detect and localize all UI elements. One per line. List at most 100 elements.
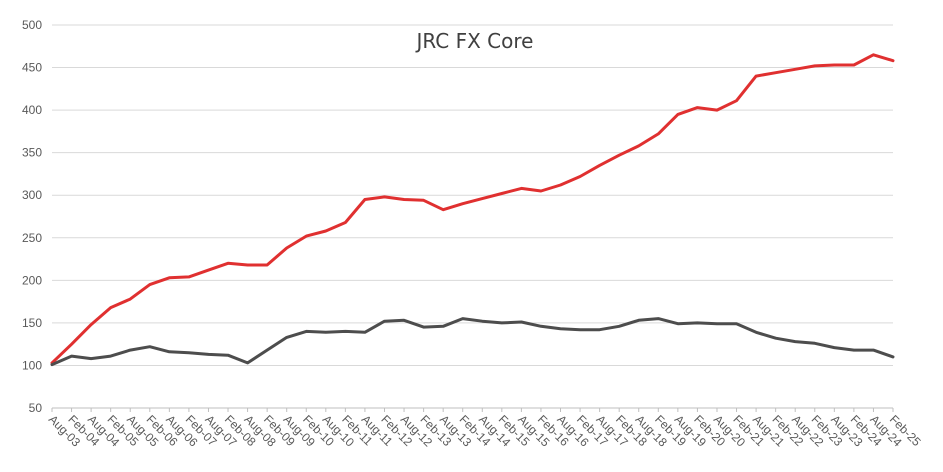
data-point <box>716 323 718 325</box>
data-point <box>618 154 620 156</box>
data-point <box>383 196 385 198</box>
data-point <box>892 60 894 62</box>
data-point <box>618 325 620 327</box>
data-point <box>501 322 503 324</box>
data-point <box>403 319 405 321</box>
data-point <box>286 247 288 249</box>
data-point <box>149 346 151 348</box>
data-point <box>716 109 718 111</box>
data-point <box>227 262 229 264</box>
data-point <box>560 328 562 330</box>
data-point <box>540 325 542 327</box>
data-point <box>579 175 581 177</box>
data-point <box>188 352 190 354</box>
data-point <box>247 264 249 266</box>
data-point <box>775 337 777 339</box>
data-point <box>442 209 444 211</box>
data-point <box>110 307 112 309</box>
data-point <box>344 221 346 223</box>
data-point <box>90 324 92 326</box>
data-point <box>599 164 601 166</box>
data-point <box>696 322 698 324</box>
data-point <box>892 356 894 358</box>
data-point <box>736 323 738 325</box>
data-point <box>540 190 542 192</box>
y-tick-label: 100 <box>22 358 42 372</box>
data-point <box>423 326 425 328</box>
chart-title: JRC FX Core <box>415 29 534 53</box>
data-point <box>442 325 444 327</box>
data-point <box>364 198 366 200</box>
data-point <box>207 353 209 355</box>
data-point <box>168 277 170 279</box>
data-point <box>736 100 738 102</box>
y-tick-label: 150 <box>22 316 42 330</box>
y-tick-label: 350 <box>22 146 42 160</box>
data-point <box>677 323 679 325</box>
data-point <box>481 320 483 322</box>
data-point <box>755 331 757 333</box>
data-point <box>638 319 640 321</box>
data-point <box>188 276 190 278</box>
data-point <box>227 354 229 356</box>
data-point <box>579 329 581 331</box>
data-point <box>794 68 796 70</box>
data-point <box>344 330 346 332</box>
data-point <box>462 318 464 320</box>
data-point <box>794 341 796 343</box>
series-line-1 <box>50 53 895 365</box>
data-point <box>325 331 327 333</box>
series-line-2 <box>50 317 895 367</box>
data-point <box>814 65 816 67</box>
y-tick-label: 500 <box>22 18 42 32</box>
data-point <box>383 320 385 322</box>
data-point <box>305 330 307 332</box>
data-point <box>755 75 757 77</box>
data-point <box>520 321 522 323</box>
data-point <box>286 336 288 338</box>
data-point <box>325 230 327 232</box>
gridlines <box>52 24 893 366</box>
data-point <box>696 107 698 109</box>
data-point <box>677 113 679 115</box>
data-point <box>481 198 483 200</box>
data-point <box>423 199 425 201</box>
data-point <box>51 364 53 366</box>
data-point <box>207 269 209 271</box>
data-point <box>657 133 659 135</box>
data-point <box>501 193 503 195</box>
data-point <box>168 351 170 353</box>
data-point <box>833 64 835 66</box>
data-point <box>364 331 366 333</box>
data-point <box>266 349 268 351</box>
data-point <box>266 264 268 266</box>
y-tick-label: 300 <box>22 188 42 202</box>
series-lines <box>50 53 895 367</box>
axes: 50100150200250300350400450500Aug-03Feb-0… <box>22 18 924 450</box>
y-tick-label: 400 <box>22 103 42 117</box>
data-point <box>853 64 855 66</box>
data-point <box>71 343 73 345</box>
y-tick-label: 450 <box>22 61 42 75</box>
data-point <box>110 355 112 357</box>
y-tick-label: 50 <box>29 401 43 415</box>
data-point <box>520 187 522 189</box>
data-point <box>560 184 562 186</box>
data-point <box>657 318 659 320</box>
data-point <box>599 329 601 331</box>
data-point <box>462 203 464 205</box>
data-point <box>305 235 307 237</box>
data-point <box>833 347 835 349</box>
data-point <box>775 72 777 74</box>
y-tick-label: 250 <box>22 231 42 245</box>
data-point <box>129 349 131 351</box>
data-point <box>149 284 151 286</box>
data-point <box>872 54 874 56</box>
data-point <box>71 355 73 357</box>
data-point <box>247 362 249 364</box>
data-point <box>814 342 816 344</box>
data-point <box>90 358 92 360</box>
data-point <box>129 298 131 300</box>
